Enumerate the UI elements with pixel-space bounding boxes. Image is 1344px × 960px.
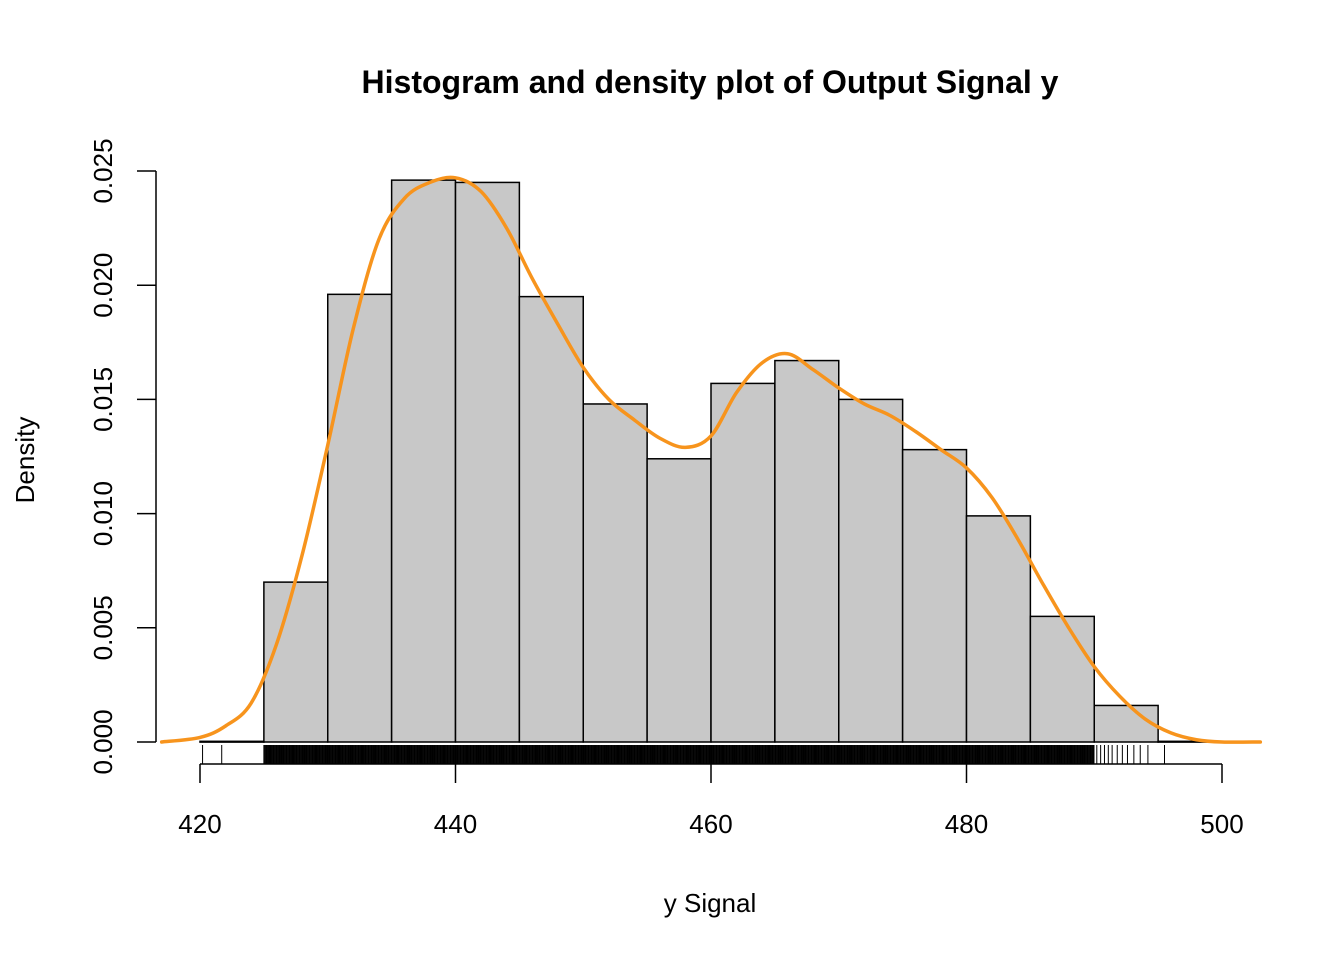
histogram-bar-480-485 — [965, 515, 1032, 743]
x-axis: 420 440 460 480 500 — [178, 763, 1244, 839]
density-curve — [159, 175, 1263, 744]
y-tick-label: 0.000 — [88, 709, 118, 774]
histogram-bar-420-425 — [199, 740, 265, 743]
y-tick-label: 0.025 — [88, 138, 118, 203]
x-tick-label: 480 — [945, 809, 988, 839]
histogram-bar-435-440 — [390, 179, 457, 743]
density-layer — [159, 175, 1263, 744]
y-axis-label: Density — [10, 417, 40, 504]
y-tick-label: 0.005 — [88, 595, 118, 660]
y-tick-label: 0.020 — [88, 253, 118, 318]
x-axis-label: y Signal — [664, 888, 757, 918]
y-tick-label: 0.010 — [88, 481, 118, 546]
histogram-bar-430-435 — [327, 293, 393, 743]
x-tick-label: 460 — [689, 809, 732, 839]
histogram-bars — [199, 179, 1223, 743]
histogram-bar-465-470 — [774, 359, 840, 743]
chart-title: Histogram and density plot of Output Sig… — [362, 64, 1059, 100]
y-axis: 0.000 0.005 0.010 0.015 0.020 0.025 — [88, 138, 157, 775]
y-tick-label: 0.015 — [88, 367, 118, 432]
histogram-bar-485-490 — [1029, 615, 1095, 743]
histogram-bar-455-460 — [646, 458, 712, 743]
histogram-bar-425-430 — [263, 581, 329, 743]
x-tick-label: 440 — [434, 809, 477, 839]
histogram-bar-445-450 — [518, 295, 584, 743]
x-tick-label: 500 — [1200, 809, 1243, 839]
histogram-bar-470-475 — [838, 398, 904, 743]
histogram-bar-490-495 — [1093, 704, 1159, 743]
histogram-bar-440-445 — [454, 181, 521, 743]
rug-marks — [202, 745, 1166, 764]
x-tick-label: 420 — [178, 809, 221, 839]
histogram-bar-475-480 — [901, 448, 968, 743]
histogram-bar-460-465 — [710, 382, 776, 743]
histogram-bar-450-455 — [582, 403, 648, 743]
